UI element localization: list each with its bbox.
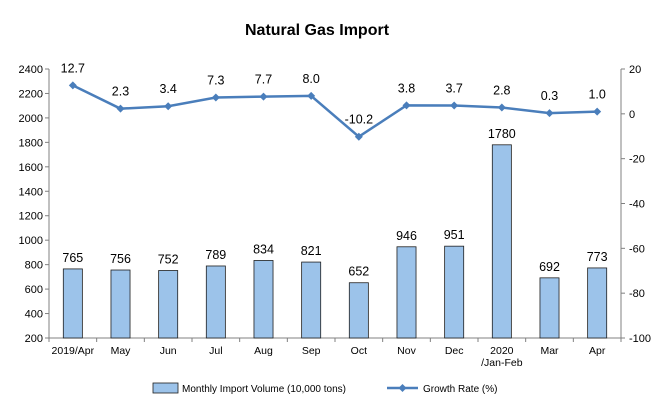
right-tick-label: 0 — [629, 109, 635, 121]
line-value-label: -10.2 — [345, 113, 374, 127]
chart-title: Natural Gas Import — [245, 22, 390, 39]
bar — [205, 265, 226, 339]
x-tick-label: Sep — [302, 345, 321, 357]
legend-swatch-marker — [398, 384, 407, 392]
bar — [348, 282, 369, 339]
legend: Monthly Import Volume (10,000 tons) Growt… — [152, 382, 497, 395]
x-tick-label: Apr — [589, 345, 606, 357]
line-value-label: 3.8 — [398, 81, 415, 95]
bar-value-label: 1780 — [488, 127, 516, 141]
line-marker — [402, 101, 411, 110]
line-value-label: 7.3 — [207, 73, 224, 87]
bar-series — [62, 144, 608, 339]
x-tick-label: May — [111, 345, 132, 357]
left-tick-label: 600 — [25, 284, 43, 296]
x-tick-label: Aug — [254, 345, 273, 357]
left-tick-label: 1400 — [19, 186, 43, 198]
bar — [158, 270, 179, 339]
bar-value-label: 821 — [301, 244, 322, 258]
bar — [253, 260, 274, 339]
bar — [62, 268, 83, 339]
x-tick-label: Jul — [209, 345, 222, 357]
bar-value-label: 946 — [396, 229, 417, 243]
bar — [444, 245, 465, 339]
bar-value-label: 652 — [348, 265, 369, 279]
left-tick-label: 1200 — [19, 211, 43, 223]
left-tick-label: 2000 — [19, 113, 43, 125]
bar — [587, 267, 608, 339]
line-marker — [450, 101, 459, 110]
bar-data-labels: 765 756 752 789 834 821 652 946 951 1780 692 773 — [62, 127, 607, 279]
line-value-label: 8.0 — [302, 72, 319, 86]
bar-value-label: 834 — [253, 242, 274, 256]
line-marker — [68, 81, 77, 90]
line-value-label: 0.3 — [541, 89, 558, 103]
line-value-label: 7.7 — [255, 73, 272, 87]
line-marker — [545, 109, 554, 118]
line-series — [68, 81, 602, 141]
bar — [301, 261, 322, 339]
line-value-label: 1.0 — [588, 88, 605, 102]
line-marker — [211, 93, 220, 102]
line-marker — [164, 102, 173, 111]
left-tick-label: 1600 — [19, 162, 43, 174]
line-value-label: 2.8 — [493, 84, 510, 98]
legend-label-bar: Monthly Import Volume (10,000 tons) — [182, 384, 346, 395]
line-marker — [593, 107, 602, 116]
right-tick-label: 20 — [629, 64, 641, 76]
line-marker — [354, 132, 363, 141]
line-data-labels: 12.7 2.3 3.4 7.3 7.7 8.0 -10.2 3.8 3.7 2.8 0.3 1.0 — [61, 61, 606, 126]
x-tick-label: 2019/Apr — [52, 345, 95, 357]
bar-value-label: 765 — [62, 251, 83, 265]
left-tick-label: 2200 — [19, 88, 43, 100]
line-value-label: 2.3 — [112, 85, 129, 99]
left-tick-label: 1000 — [19, 235, 43, 247]
line-value-label: 12.7 — [61, 61, 85, 75]
bar-value-label: 692 — [539, 260, 560, 274]
right-tick-label: -60 — [629, 243, 645, 255]
x-tick-label: Dec — [445, 345, 464, 357]
bar — [396, 246, 417, 339]
bar-value-label: 951 — [444, 228, 465, 242]
right-tick-label: -80 — [629, 288, 645, 300]
bar — [110, 269, 131, 339]
growth-line — [72, 84, 598, 139]
line-marker — [116, 104, 125, 113]
line-value-label: 3.4 — [159, 82, 176, 96]
x-tick-label: Jun — [160, 345, 177, 357]
bar-value-label: 752 — [158, 253, 179, 267]
bar — [539, 277, 560, 339]
axes: 2004006008001000120014001600180020002200… — [19, 64, 652, 369]
x-tick-label: Nov — [397, 345, 416, 357]
line-marker — [497, 103, 506, 112]
left-tick-label: 1800 — [19, 137, 43, 149]
x-tick-label: 2020/Jan-Feb — [481, 345, 523, 369]
bar — [491, 144, 512, 339]
right-tick-label: -20 — [629, 154, 645, 166]
left-tick-label: 200 — [25, 333, 43, 345]
bar-value-label: 773 — [587, 250, 608, 264]
legend-label-line: Growth Rate (%) — [423, 384, 497, 395]
left-tick-label: 2400 — [19, 64, 43, 76]
bar-value-label: 756 — [110, 252, 131, 266]
right-tick-label: -40 — [629, 199, 645, 211]
left-tick-label: 800 — [25, 260, 43, 272]
legend-swatch-bar — [152, 382, 179, 394]
x-tick-label: Oct — [351, 345, 367, 357]
line-value-label: 3.7 — [445, 82, 462, 96]
line-marker — [259, 92, 268, 101]
right-tick-label: -100 — [629, 333, 651, 345]
line-marker — [307, 91, 316, 100]
bar-value-label: 789 — [205, 248, 226, 262]
left-tick-label: 400 — [25, 309, 43, 321]
x-tick-label: Mar — [540, 345, 559, 357]
